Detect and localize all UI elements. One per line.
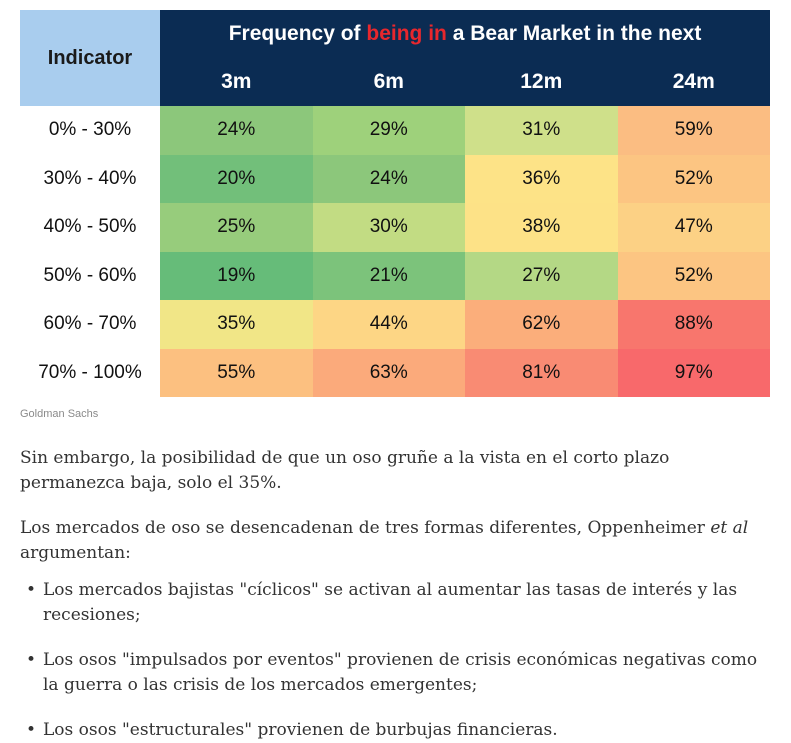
list-item-text: Los osos "estructurales" provienen de bu…	[43, 720, 558, 740]
list-item-text: Los osos "impulsados por eventos" provie…	[43, 650, 758, 695]
list-item-text: Los mercados bajistas "cíclicos" se acti…	[43, 580, 738, 625]
row-label: 30% - 40%	[20, 154, 160, 203]
table-cell: 35%	[160, 300, 313, 349]
table-cell: 24%	[312, 154, 465, 203]
table-cell: 97%	[617, 348, 770, 397]
table-row: 40% - 50% 25% 30% 38% 47%	[20, 203, 770, 252]
table-cell: 31%	[465, 106, 618, 155]
table-cell: 24%	[160, 106, 313, 155]
table-title: Frequency of being in a Bear Market in t…	[160, 10, 770, 58]
period-header-3m: 3m	[160, 58, 313, 106]
table-header-row-top: Indicator Frequency of being in a Bear M…	[20, 10, 770, 106]
table-cell: 38%	[465, 203, 618, 252]
title-pre: Frequency of	[228, 22, 367, 45]
bear-types-list: • Los mercados bajistas "cíclicos" se act…	[20, 578, 765, 743]
period-header-6m: 6m	[312, 58, 465, 106]
table-cell: 52%	[617, 251, 770, 300]
table-cell: 52%	[617, 154, 770, 203]
list-item: • Los mercados bajistas "cíclicos" se act…	[20, 578, 765, 628]
table-cell: 29%	[312, 106, 465, 155]
source-caption: Goldman Sachs	[20, 408, 99, 420]
table-row: 30% - 40% 20% 24% 36% 52%	[20, 154, 770, 203]
row-label: 50% - 60%	[20, 251, 160, 300]
table-row: 0% - 30% 24% 29% 31% 59%	[20, 106, 770, 155]
table-cell: 44%	[312, 300, 465, 349]
table-cell: 30%	[312, 203, 465, 252]
row-label: 0% - 30%	[20, 106, 160, 155]
table-cell: 55%	[160, 348, 313, 397]
paragraph-2-text: Los mercados de oso se desencadenan de t…	[20, 518, 711, 538]
row-label: 70% - 100%	[20, 348, 160, 397]
table-cell: 62%	[465, 300, 618, 349]
table-cell: 59%	[617, 106, 770, 155]
table-cell: 81%	[465, 348, 618, 397]
table-row: 60% - 70% 35% 44% 62% 88%	[20, 300, 770, 349]
paragraph-2: Los mercados de oso se desencadenan de t…	[20, 516, 760, 566]
table-cell: 63%	[312, 348, 465, 397]
table-cell: 47%	[617, 203, 770, 252]
bear-market-table-container: Indicator Frequency of being in a Bear M…	[20, 10, 770, 397]
indicator-header: Indicator	[20, 10, 160, 106]
bullet-icon: •	[26, 650, 37, 670]
period-header-12m: 12m	[465, 58, 618, 106]
bullet-icon: •	[26, 720, 37, 740]
table-cell: 19%	[160, 251, 313, 300]
table-row: 70% - 100% 55% 63% 81% 97%	[20, 348, 770, 397]
table-cell: 88%	[617, 300, 770, 349]
table-cell: 36%	[465, 154, 618, 203]
paragraph-1: Sin embargo, la posibilidad de que un os…	[20, 448, 670, 493]
row-label: 40% - 50%	[20, 203, 160, 252]
bullet-icon: •	[26, 580, 37, 600]
title-post: a Bear Market in the next	[446, 22, 702, 45]
paragraph-2-end: argumentan:	[20, 518, 754, 563]
list-item: • Los osos "estructurales" provienen de b…	[20, 718, 765, 743]
table-cell: 21%	[312, 251, 465, 300]
table-header-row-periods: 3m 6m 12m 24m	[20, 58, 770, 106]
list-item: • Los osos "impulsados por eventos" provi…	[20, 648, 765, 698]
period-header-24m: 24m	[617, 58, 770, 106]
table-cell: 25%	[160, 203, 313, 252]
bear-market-frequency-table: Indicator Frequency of being in a Bear M…	[20, 10, 770, 397]
title-highlight: being in	[366, 22, 447, 45]
table-row: 50% - 60% 19% 21% 27% 52%	[20, 251, 770, 300]
table-cell: 27%	[465, 251, 618, 300]
row-label: 60% - 70%	[20, 300, 160, 349]
table-cell: 20%	[160, 154, 313, 203]
paragraph-2-emphasis: et al	[710, 518, 749, 538]
table-body: 0% - 30% 24% 29% 31% 59% 30% - 40% 20% 2…	[20, 106, 770, 397]
